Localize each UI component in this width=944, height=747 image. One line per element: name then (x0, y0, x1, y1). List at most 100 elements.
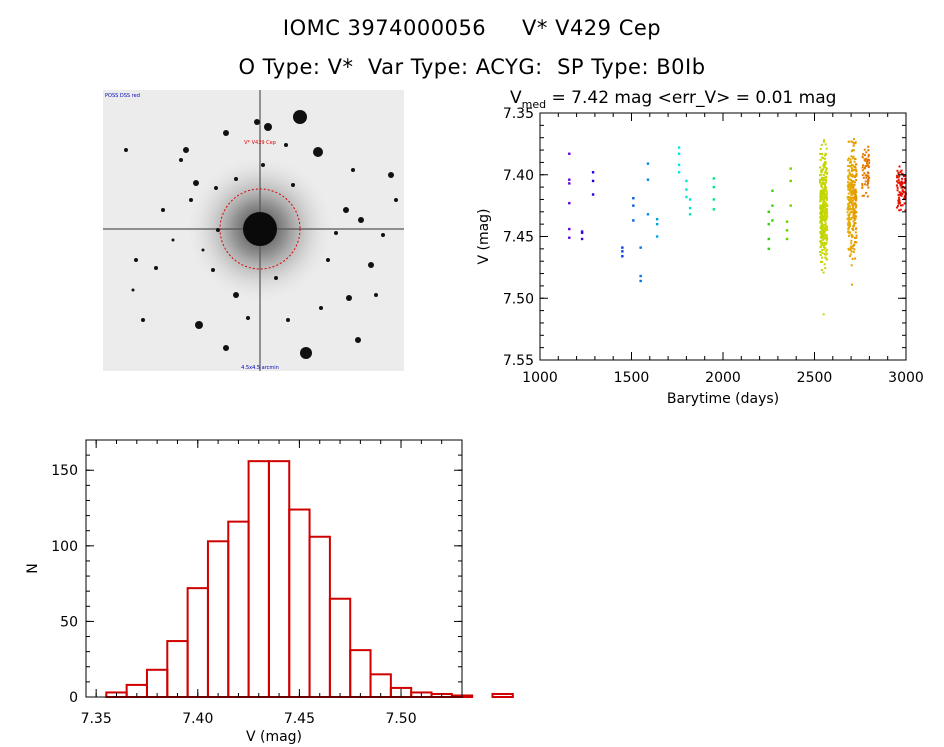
data-point (898, 199, 901, 202)
data-point (850, 174, 853, 177)
data-point (824, 188, 827, 191)
data-point (646, 178, 650, 181)
data-point (849, 224, 852, 227)
data-point (853, 160, 856, 163)
data-point (852, 205, 855, 208)
data-point (851, 257, 854, 260)
data-point (898, 198, 901, 201)
data-point (853, 211, 856, 214)
data-point (823, 233, 826, 236)
data-point (822, 218, 825, 221)
data-point (824, 208, 827, 211)
data-point (822, 178, 825, 181)
field-star (179, 158, 183, 162)
field-star (326, 258, 330, 262)
data-point (823, 190, 826, 193)
data-point (851, 157, 854, 160)
data-point (854, 241, 857, 244)
light-curve-points (568, 138, 907, 316)
y-tick-label: 50 (60, 614, 78, 630)
data-point (677, 171, 681, 174)
histogram-bar (145, 668, 169, 698)
data-point (852, 185, 855, 188)
data-point (822, 176, 825, 179)
data-point (847, 221, 850, 224)
data-point (898, 165, 901, 168)
data-point (820, 225, 823, 228)
data-point (823, 188, 826, 191)
data-point (897, 172, 900, 175)
histogram-bar (369, 673, 392, 699)
data-point (854, 231, 857, 234)
data-point (820, 218, 823, 221)
x-tick-label: 7.40 (182, 711, 213, 727)
data-point (850, 150, 853, 153)
field-star (246, 316, 250, 320)
data-point (901, 182, 904, 185)
data-point (821, 235, 824, 238)
data-point (853, 209, 856, 212)
data-point (854, 166, 857, 169)
x-tick-label: 7.35 (81, 711, 112, 727)
data-point (822, 238, 825, 241)
data-point (820, 239, 823, 242)
data-point (820, 173, 823, 176)
data-point (824, 205, 827, 208)
field-star (343, 207, 349, 213)
data-point (823, 192, 826, 195)
data-point (854, 194, 857, 197)
data-point (851, 170, 854, 173)
x-tick-label: 7.45 (284, 711, 315, 727)
histogram-bar (450, 694, 474, 698)
data-point (853, 213, 856, 216)
data-point (854, 257, 857, 260)
data-point (822, 203, 825, 206)
data-point (824, 176, 827, 179)
field-star (319, 306, 323, 310)
data-point (848, 202, 851, 205)
data-point (848, 207, 851, 210)
data-point (688, 213, 692, 216)
data-point (820, 215, 823, 218)
x-tick-label: 3000 (888, 370, 924, 386)
data-point (854, 206, 857, 209)
data-point (850, 190, 853, 193)
data-point (849, 160, 852, 163)
data-point (854, 141, 857, 144)
data-point (901, 204, 904, 207)
data-point (864, 166, 867, 169)
data-point (851, 189, 854, 192)
data-point (820, 168, 823, 171)
data-point (819, 192, 822, 195)
data-point (825, 203, 828, 206)
data-point (854, 210, 857, 213)
data-point (822, 235, 825, 238)
data-point (903, 197, 906, 200)
data-point (904, 178, 907, 181)
data-point (867, 178, 870, 181)
data-point (847, 220, 850, 223)
field-star (381, 233, 385, 237)
data-point (820, 269, 823, 272)
data-point (823, 248, 826, 251)
data-point (851, 200, 854, 203)
data-point (897, 179, 900, 182)
data-point (849, 174, 852, 177)
data-point (854, 202, 857, 205)
data-point (826, 204, 829, 207)
data-point (850, 198, 853, 201)
data-point (824, 214, 827, 217)
data-point (819, 240, 822, 243)
data-point (849, 187, 852, 190)
data-point (851, 141, 854, 144)
data-point (848, 235, 851, 238)
data-point (823, 252, 826, 255)
data-point (850, 155, 853, 158)
data-point (904, 196, 907, 199)
data-point (852, 229, 855, 232)
data-point (580, 237, 584, 241)
data-point (852, 149, 855, 152)
data-point (822, 211, 825, 214)
data-point (847, 213, 850, 216)
data-point (639, 279, 642, 283)
